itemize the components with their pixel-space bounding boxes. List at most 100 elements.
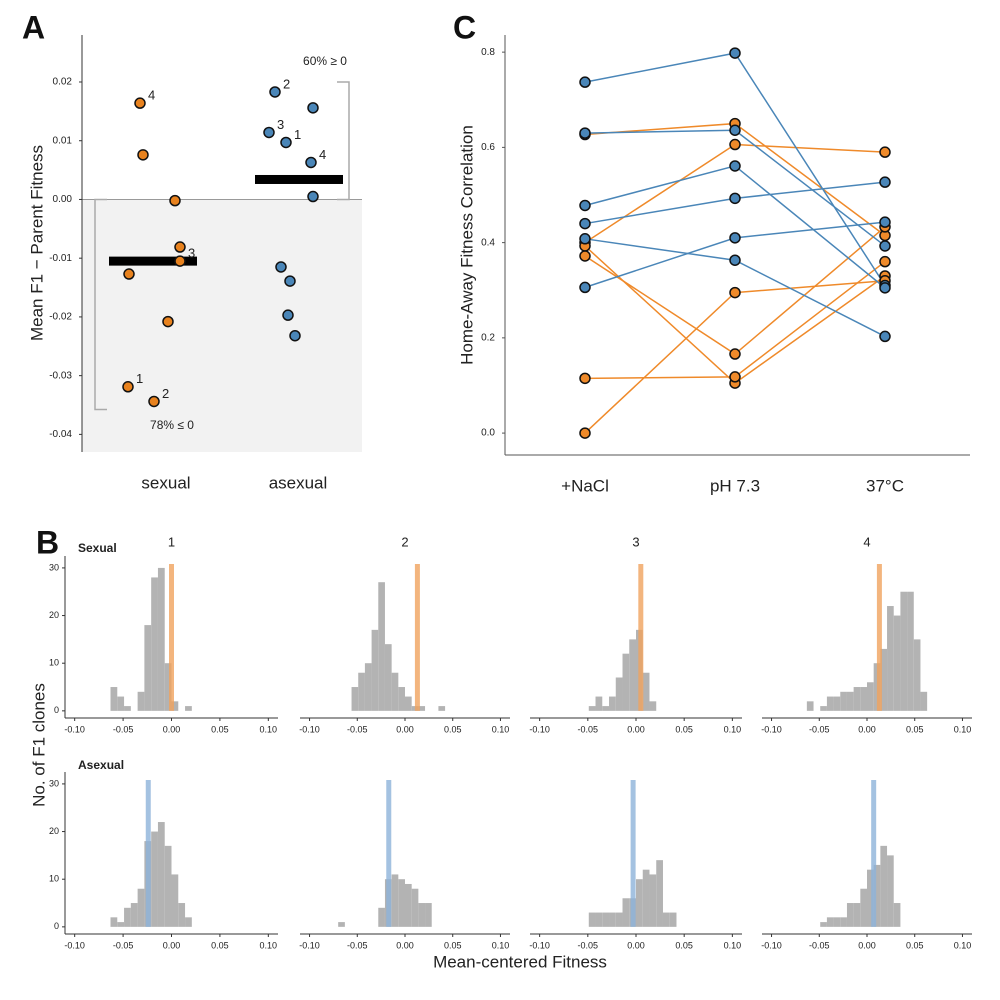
bar (615, 677, 623, 711)
bar (151, 831, 158, 927)
panel-letter: A (22, 9, 45, 45)
point (579, 233, 591, 245)
x-tick-label: -0.05 (113, 724, 134, 734)
point (879, 176, 891, 188)
x-tick-label: -0.05 (347, 724, 368, 734)
reference-line (145, 780, 151, 927)
y-tick-label: 10 (49, 874, 59, 884)
y-tick-label: -0.03 (49, 370, 72, 381)
x-tick-label: -0.05 (113, 940, 134, 950)
bar (418, 706, 426, 711)
bar (425, 903, 432, 927)
x-tick-label: 0.00 (163, 940, 181, 950)
point (162, 315, 174, 328)
x-tick-label: asexual (269, 473, 328, 492)
point (269, 86, 281, 98)
bar (164, 845, 172, 927)
point (289, 329, 301, 342)
bar (588, 706, 596, 711)
x-tick-label: 0.10 (724, 940, 742, 950)
point (275, 261, 287, 273)
point-label: 1 (294, 127, 301, 142)
x-tick-label: -0.10 (529, 940, 550, 950)
x-tick-label: 0.05 (211, 940, 229, 950)
point (280, 136, 292, 149)
bar (358, 672, 365, 711)
bar (642, 672, 650, 711)
x-tick-label: -0.10 (299, 940, 320, 950)
bar (391, 874, 399, 927)
bar (887, 855, 894, 927)
x-tick-label: 0.00 (858, 724, 876, 734)
bar (609, 696, 616, 711)
bar (846, 691, 854, 711)
bar (656, 860, 663, 927)
y-tick-label: 30 (49, 562, 59, 572)
point (148, 395, 160, 408)
bar (371, 629, 379, 711)
y-tick-label: 20 (49, 610, 59, 620)
x-tick-label: 0.10 (260, 724, 278, 734)
x-tick-label: 0.10 (492, 940, 510, 950)
y-tick-label: 0.00 (53, 194, 73, 205)
point (174, 241, 186, 253)
x-tick-label: 0.10 (954, 940, 972, 950)
bar (151, 577, 158, 711)
point (263, 126, 275, 139)
bar (615, 912, 623, 927)
x-tick-label: 0.00 (858, 940, 876, 950)
reference-line (169, 564, 174, 711)
point-label: 4 (319, 147, 326, 162)
bar (900, 591, 908, 711)
x-tick-label: 0.05 (211, 724, 229, 734)
x-tick-label: -0.05 (578, 940, 599, 950)
bar (595, 696, 603, 711)
point (879, 216, 891, 228)
bar (185, 917, 192, 927)
point (879, 240, 891, 252)
bar (920, 691, 928, 711)
x-tick-label: 0.00 (163, 724, 181, 734)
point-label: 1 (136, 371, 143, 386)
x-tick-label: 0.05 (906, 940, 924, 950)
bar (880, 845, 888, 927)
x-tick-label: -0.10 (64, 724, 85, 734)
bar (913, 639, 921, 711)
x-tick-label: 0.10 (954, 724, 972, 734)
bar (391, 672, 399, 711)
bar (642, 869, 650, 927)
x-tick-label: 0.10 (260, 940, 278, 950)
reference-line (386, 780, 392, 927)
point (307, 190, 319, 203)
point (579, 217, 591, 230)
x-tick-label: 0.00 (627, 724, 645, 734)
bar (629, 639, 636, 711)
panel-title: 4 (863, 534, 870, 549)
bar (887, 606, 894, 711)
series-line (584, 245, 886, 385)
series-line (584, 261, 886, 380)
bar (840, 691, 847, 711)
point (879, 330, 891, 343)
bar (398, 687, 405, 711)
bar (609, 912, 616, 927)
point (307, 102, 319, 114)
point (879, 255, 891, 268)
x-tick-label: -0.10 (761, 724, 782, 734)
y-tick-label: -0.01 (49, 253, 72, 264)
bar (438, 706, 446, 711)
y-tick-label: 0.0 (481, 428, 495, 439)
panel-letter: B (36, 524, 59, 560)
x-tick-label: -0.05 (809, 940, 830, 950)
bar (662, 912, 670, 927)
y-tick-label: 0.6 (481, 142, 495, 153)
point (879, 146, 891, 158)
point (729, 286, 741, 299)
y-tick-label: -0.02 (49, 312, 72, 323)
point (729, 138, 741, 151)
bar (820, 922, 827, 927)
x-tick-label: 0.00 (627, 940, 645, 950)
x-tick-label: +NaCl (561, 476, 609, 495)
point (579, 127, 591, 139)
